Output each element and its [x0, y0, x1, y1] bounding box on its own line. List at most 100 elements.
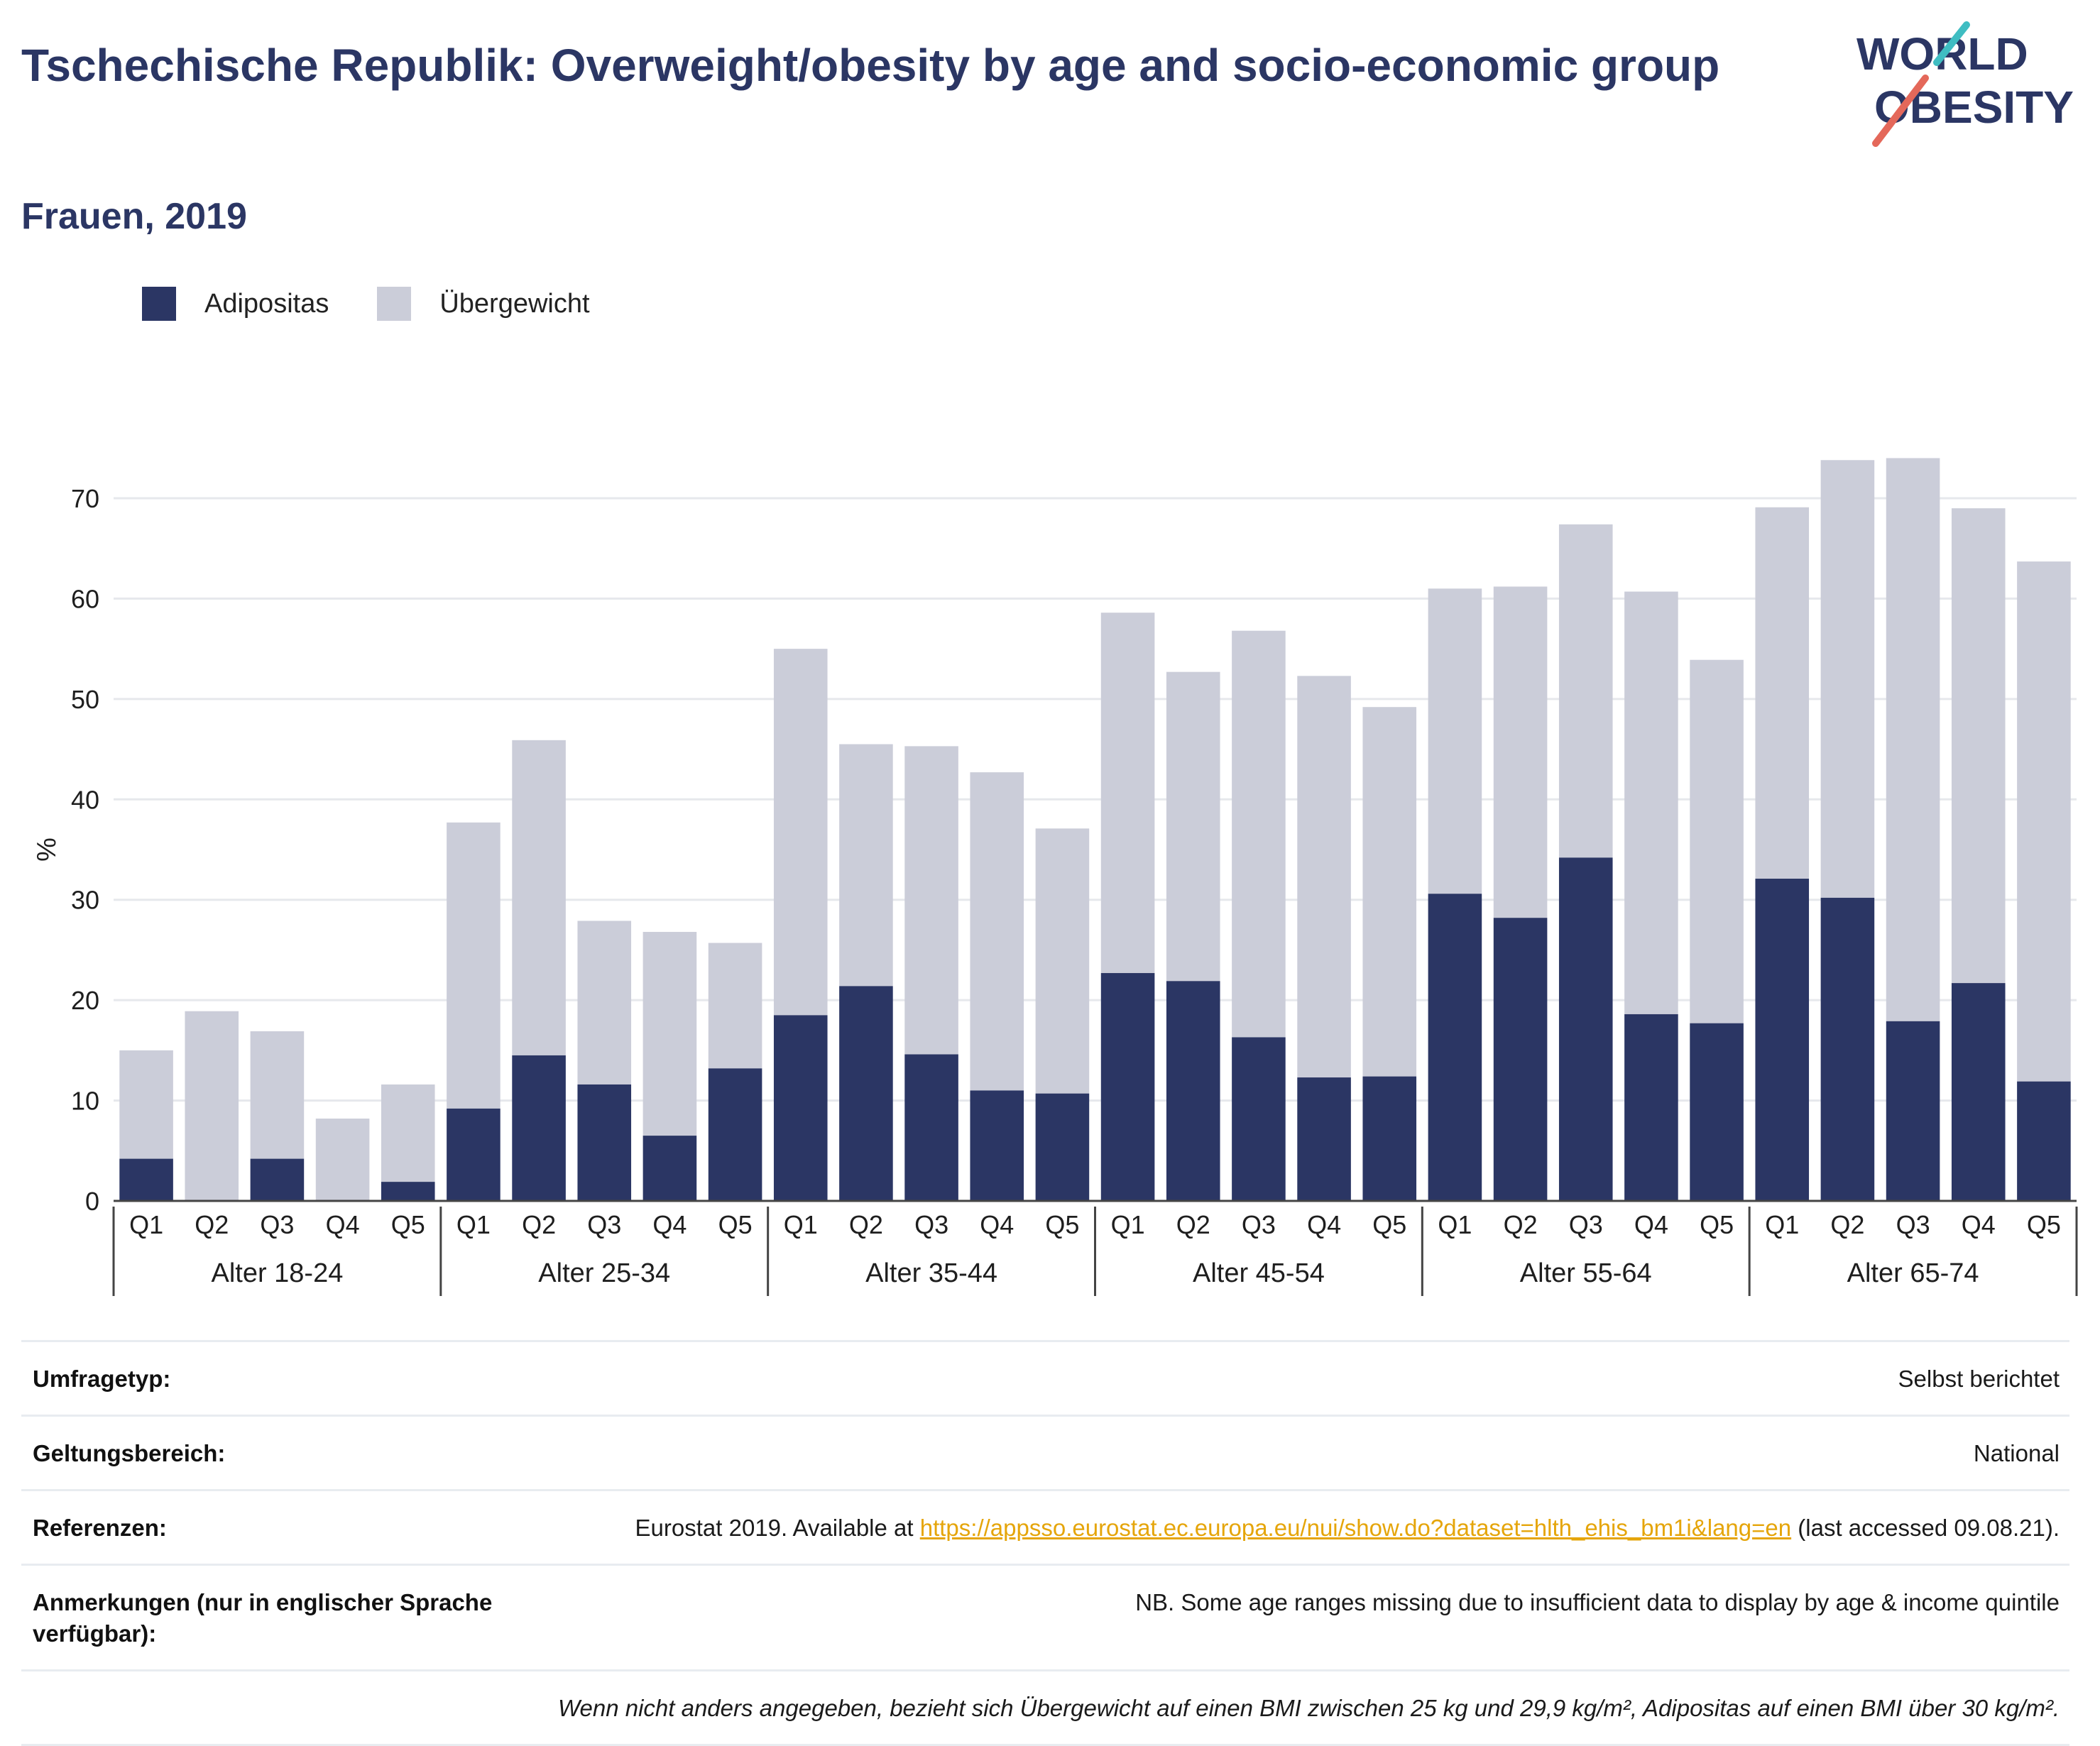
- info-value-notes: NB. Some age ranges missing due to insuf…: [1135, 1589, 2060, 1615]
- x-tick-label: Q3: [260, 1210, 294, 1239]
- info-value-coverage: National: [1973, 1440, 2060, 1466]
- x-tick-label: Q1: [1111, 1210, 1145, 1239]
- x-tick-label: Q1: [1438, 1210, 1472, 1239]
- x-tick-label: Q4: [652, 1210, 687, 1239]
- bar-adipositas: [1820, 897, 1875, 1201]
- legend-item-adipositas: Adipositas: [142, 287, 329, 321]
- x-tick-label: Q2: [195, 1210, 229, 1239]
- x-tick-label: Q2: [1176, 1210, 1210, 1239]
- bar-adipositas: [1558, 857, 1613, 1201]
- bar-uebergewicht: [708, 943, 762, 1069]
- info-table: Umfragetyp: Selbst berichtet Geltungsber…: [21, 1340, 2069, 1746]
- reference-link[interactable]: https://appsso.eurostat.ec.europa.eu/nui…: [919, 1515, 1792, 1541]
- bar-adipositas: [708, 1068, 762, 1201]
- legend-label-uebergewicht: Übergewicht: [439, 288, 590, 319]
- bar-adipositas: [1886, 1021, 1940, 1201]
- bar-adipositas: [447, 1108, 501, 1201]
- group-label: Alter 25-34: [538, 1258, 670, 1288]
- bar-adipositas: [904, 1054, 958, 1201]
- info-row-references: Referenzen: Eurostat 2019. Available at …: [21, 1489, 2069, 1564]
- bar-uebergewicht: [904, 746, 958, 1055]
- bar-adipositas: [970, 1090, 1024, 1201]
- info-label-references: Referenzen:: [33, 1515, 167, 1541]
- y-tick-label: 20: [71, 986, 99, 1015]
- bar-adipositas: [1232, 1037, 1286, 1201]
- bar-uebergewicht: [1428, 588, 1482, 894]
- bar-adipositas: [1297, 1077, 1351, 1201]
- bar-uebergewicht: [1232, 630, 1286, 1038]
- bar-adipositas: [1755, 879, 1810, 1201]
- x-tick-label: Q3: [1569, 1210, 1603, 1239]
- x-tick-label: Q5: [2027, 1210, 2061, 1239]
- bar-uebergewicht: [119, 1050, 173, 1159]
- x-tick-label: Q1: [456, 1210, 491, 1239]
- group-label: Alter 45-54: [1193, 1258, 1325, 1288]
- group-label: Alter 18-24: [211, 1258, 343, 1288]
- x-tick-label: Q4: [326, 1210, 360, 1239]
- bar-uebergewicht: [1166, 671, 1220, 982]
- bar-adipositas: [1428, 894, 1482, 1201]
- info-row-coverage: Geltungsbereich: National: [21, 1415, 2069, 1489]
- y-tick-label: 0: [85, 1187, 99, 1216]
- bar-uebergewicht: [773, 649, 828, 1016]
- chart-legend: Adipositas Übergewicht: [142, 282, 638, 325]
- chart-title: Tschechische Republik: Overweight/obesit…: [21, 40, 1720, 91]
- info-label-coverage: Geltungsbereich:: [33, 1440, 226, 1466]
- bar-uebergewicht: [577, 921, 632, 1085]
- x-tick-label: Q1: [1765, 1210, 1799, 1239]
- bar-uebergewicht: [1755, 507, 1810, 879]
- bar-uebergewicht: [642, 931, 697, 1136]
- bar-adipositas: [1166, 981, 1220, 1201]
- bar-adipositas: [1493, 918, 1548, 1201]
- bar-adipositas: [1951, 983, 2006, 1201]
- bar-uebergewicht: [970, 772, 1024, 1091]
- stacked-bar-chart: 0 10 20 30 40 50 60 70% Q1 Q2 Q3 Q4 Q5 Q1 Q2 Q3 Q4 Q5 Q1 Q2…: [32, 458, 2078, 1296]
- bar-uebergewicht: [315, 1119, 370, 1201]
- bar-uebergewicht: [512, 740, 566, 1055]
- legend-swatch-adipositas: [142, 287, 176, 321]
- bar-adipositas: [839, 986, 893, 1201]
- bar-adipositas: [119, 1158, 173, 1201]
- x-tick-label: Q5: [1045, 1210, 1079, 1239]
- x-tick-label: Q1: [784, 1210, 818, 1239]
- bar-uebergewicht: [447, 822, 501, 1109]
- bar-adipositas: [512, 1055, 566, 1201]
- bar-adipositas: [250, 1158, 305, 1201]
- bar-uebergewicht: [1820, 460, 1875, 898]
- bar-adipositas: [1690, 1023, 1744, 1201]
- bar-uebergewicht: [1886, 458, 1940, 1021]
- bar-uebergewicht: [839, 744, 893, 987]
- bar-adipositas: [381, 1182, 435, 1201]
- y-tick-label: 60: [71, 584, 99, 613]
- bar-uebergewicht: [1100, 613, 1155, 973]
- bar-adipositas: [642, 1136, 697, 1201]
- x-tick-label: Q3: [1896, 1210, 1930, 1239]
- bar-uebergewicht: [1362, 707, 1417, 1077]
- bar-uebergewicht: [1624, 591, 1678, 1014]
- y-tick-label: 40: [71, 785, 99, 814]
- info-value-survey-type: Selbst berichtet: [1898, 1366, 2060, 1392]
- legend-label-adipositas: Adipositas: [204, 288, 329, 319]
- x-tick-label: Q4: [1634, 1210, 1668, 1239]
- reference-accessed: (last accessed 09.08.21).: [1791, 1515, 2060, 1541]
- bar-adipositas: [773, 1015, 828, 1201]
- bar-uebergewicht: [1297, 676, 1351, 1078]
- x-tick-label: Q3: [1242, 1210, 1276, 1239]
- bar-adipositas: [1362, 1076, 1417, 1201]
- bar-uebergewicht: [1493, 586, 1548, 918]
- bar-adipositas: [2017, 1081, 2071, 1201]
- info-row-survey-type: Umfragetyp: Selbst berichtet: [21, 1340, 2069, 1415]
- info-row-notes: Anmerkungen (nur in englischer Sprache v…: [21, 1564, 2069, 1669]
- bar-adipositas: [577, 1084, 632, 1201]
- legend-swatch-uebergewicht: [377, 287, 412, 321]
- world-obesity-logo: WORLD OBESITY: [1856, 21, 2074, 147]
- y-tick-label: 50: [71, 685, 99, 714]
- bar-uebergewicht: [1951, 508, 2006, 984]
- info-value-references: Eurostat 2019. Available at https://apps…: [572, 1512, 2060, 1544]
- bar-uebergewicht: [185, 1011, 239, 1201]
- x-tick-label: Q5: [1372, 1210, 1406, 1239]
- bar-uebergewicht: [1690, 659, 1744, 1023]
- x-tick-label: Q4: [1962, 1210, 1996, 1239]
- bmi-footnote: Wenn nicht anders angegeben, bezieht sic…: [557, 1695, 2060, 1721]
- x-tick-label: Q3: [587, 1210, 621, 1239]
